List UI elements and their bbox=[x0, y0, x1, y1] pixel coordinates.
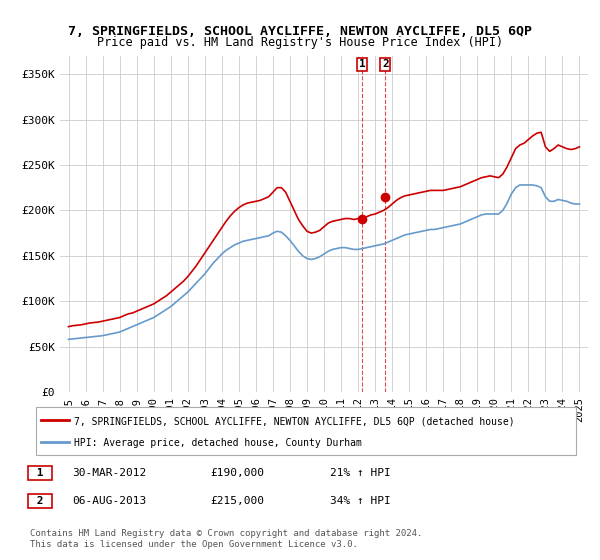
FancyBboxPatch shape bbox=[35, 407, 577, 455]
Text: 2: 2 bbox=[30, 496, 50, 506]
Text: 7, SPRINGFIELDS, SCHOOL AYCLIFFE, NEWTON AYCLIFFE, DL5 6QP: 7, SPRINGFIELDS, SCHOOL AYCLIFFE, NEWTON… bbox=[68, 25, 532, 38]
Text: £215,000: £215,000 bbox=[210, 496, 264, 506]
Text: 1: 1 bbox=[30, 468, 50, 478]
Text: 21% ↑ HPI: 21% ↑ HPI bbox=[330, 468, 391, 478]
Text: 34% ↑ HPI: 34% ↑ HPI bbox=[330, 496, 391, 506]
Text: 30-MAR-2012: 30-MAR-2012 bbox=[72, 468, 146, 478]
Text: 1: 1 bbox=[359, 59, 365, 69]
Text: Contains HM Land Registry data © Crown copyright and database right 2024.
This d: Contains HM Land Registry data © Crown c… bbox=[30, 529, 422, 549]
Text: 06-AUG-2013: 06-AUG-2013 bbox=[72, 496, 146, 506]
Text: HPI: Average price, detached house, County Durham: HPI: Average price, detached house, Coun… bbox=[74, 438, 362, 449]
Text: £190,000: £190,000 bbox=[210, 468, 264, 478]
Text: 2: 2 bbox=[382, 59, 389, 69]
Text: 7, SPRINGFIELDS, SCHOOL AYCLIFFE, NEWTON AYCLIFFE, DL5 6QP (detached house): 7, SPRINGFIELDS, SCHOOL AYCLIFFE, NEWTON… bbox=[74, 416, 515, 426]
Text: Price paid vs. HM Land Registry's House Price Index (HPI): Price paid vs. HM Land Registry's House … bbox=[97, 36, 503, 49]
